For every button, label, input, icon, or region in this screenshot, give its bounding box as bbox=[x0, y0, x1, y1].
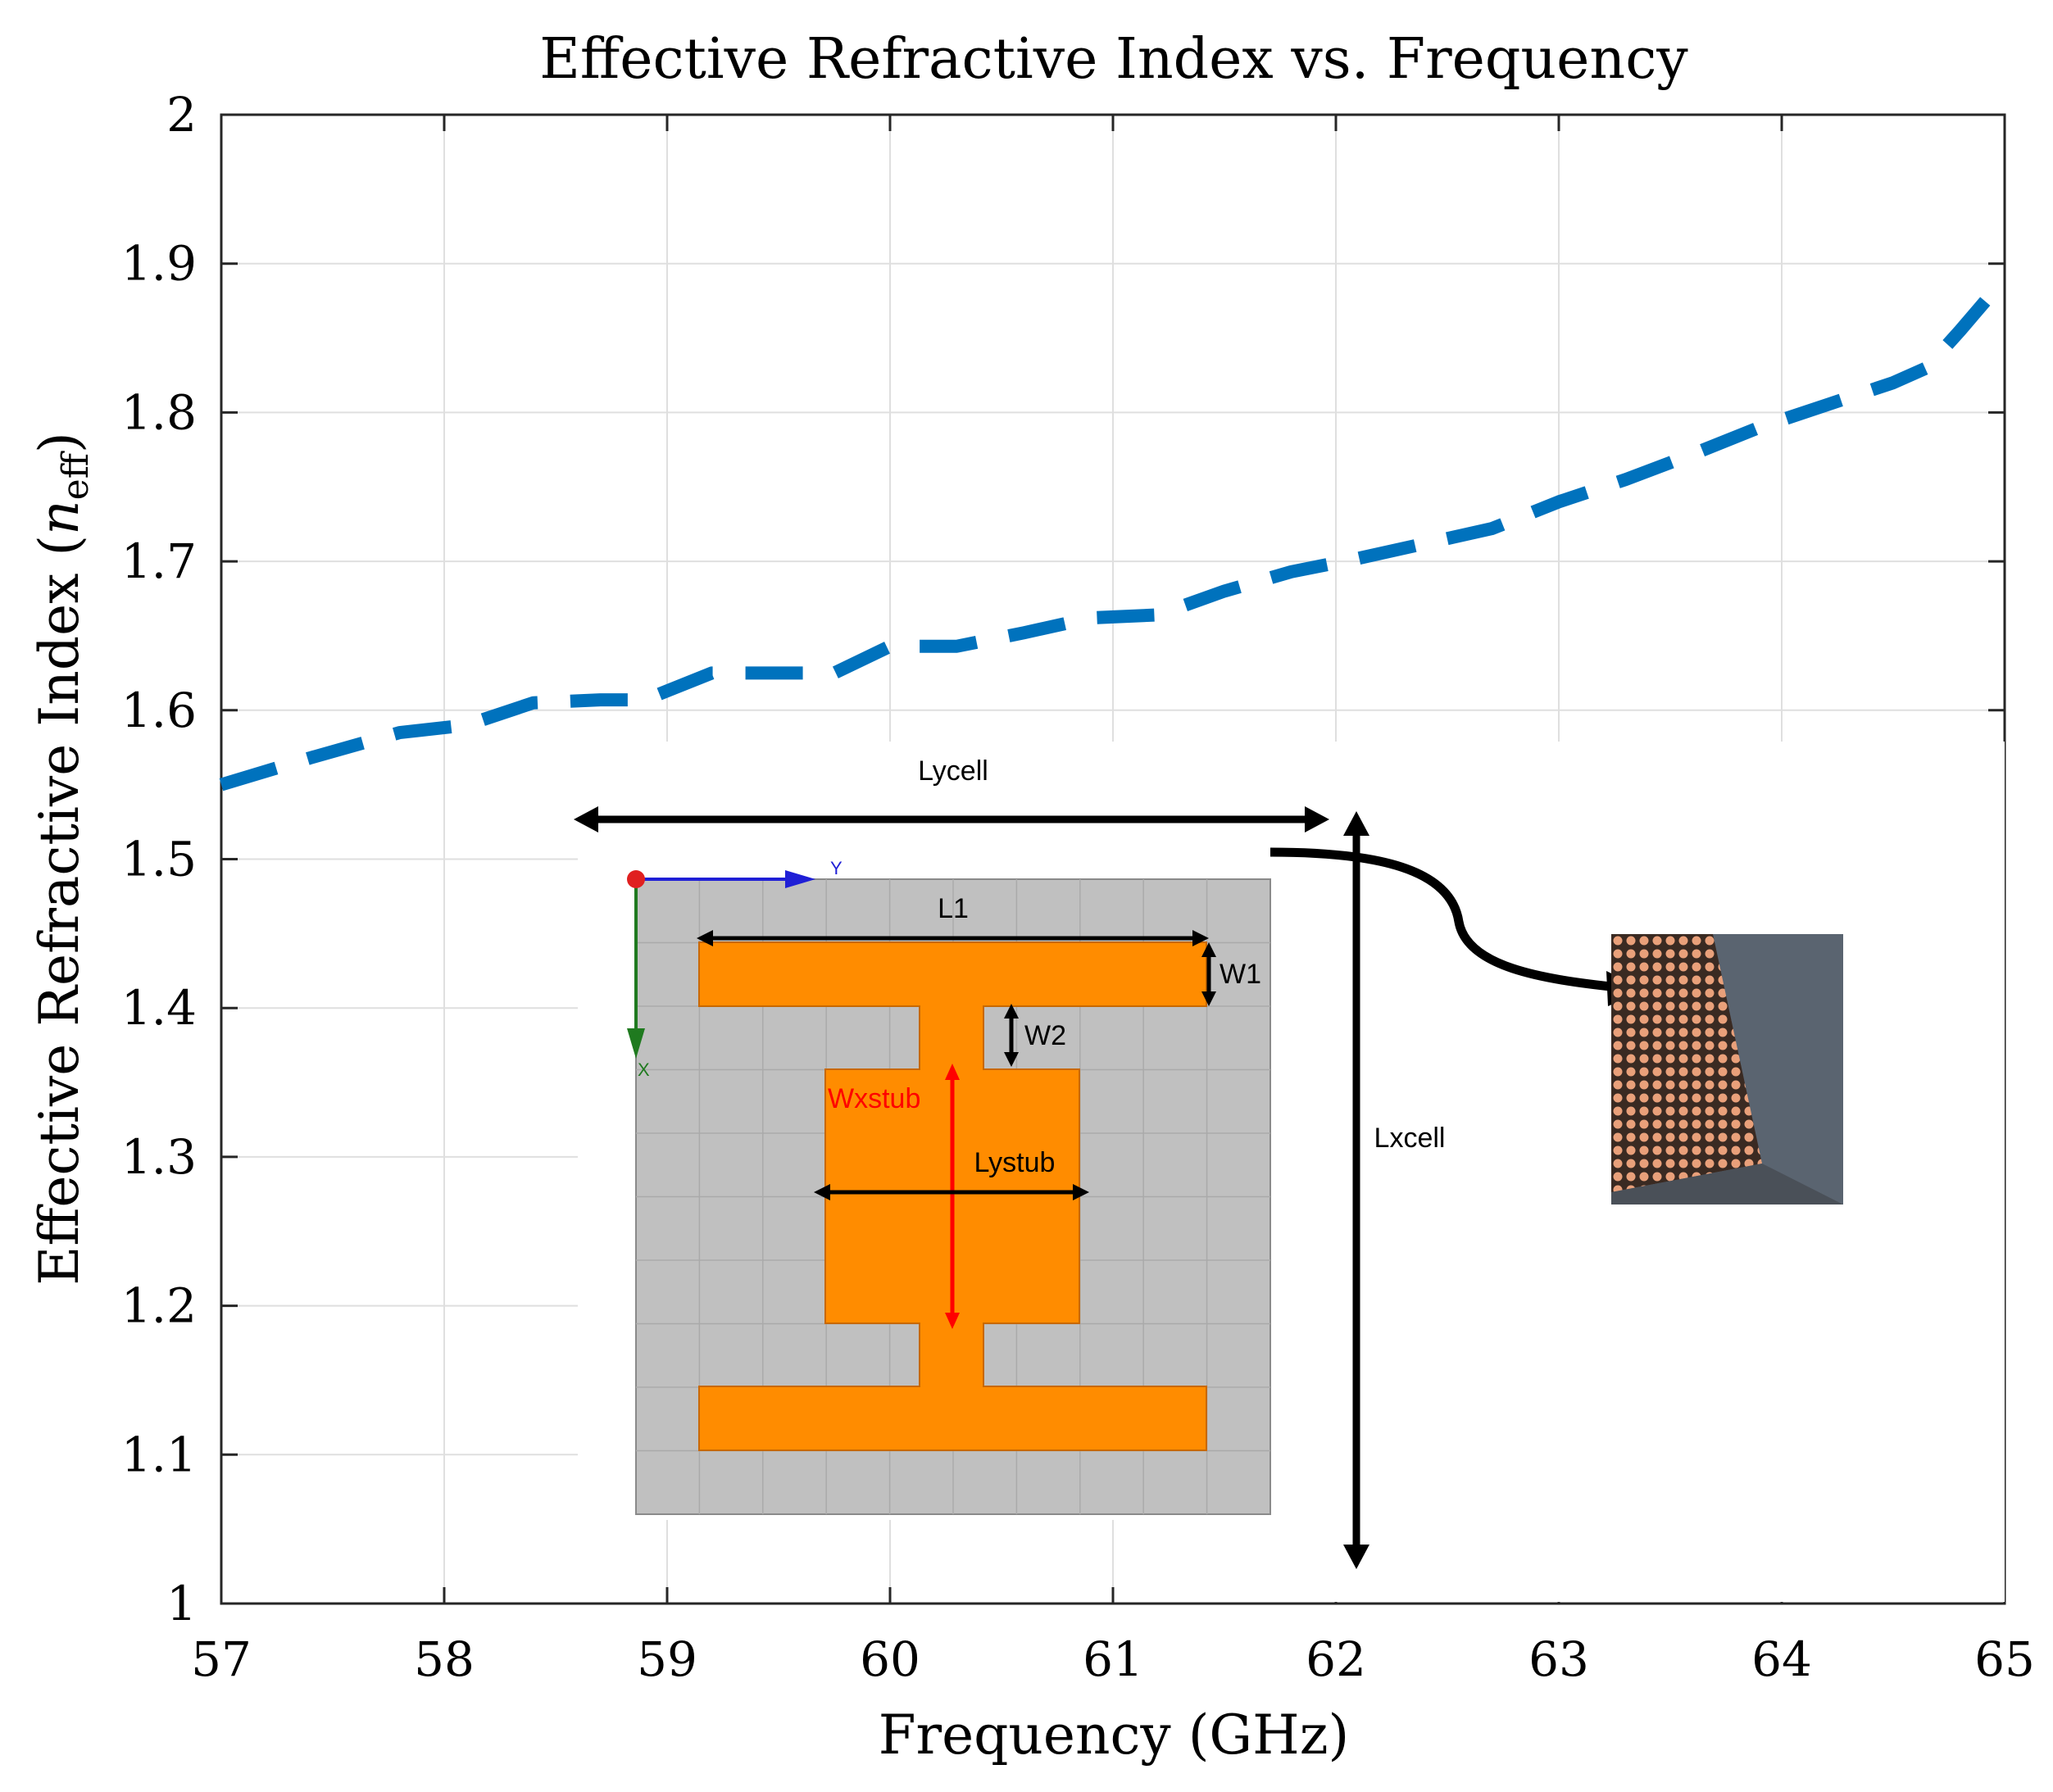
wxstub-arrowhead-top bbox=[945, 1064, 960, 1080]
l1-arrowhead-right bbox=[1192, 930, 1209, 946]
y-tick-label: 1.2 bbox=[121, 1278, 197, 1334]
x-tick-labels: 57 58 59 60 61 62 63 64 65 bbox=[191, 1631, 2035, 1687]
y-tick-label: 1.8 bbox=[121, 384, 197, 440]
data-series bbox=[219, 274, 2010, 792]
x-tick-label: 61 bbox=[1083, 1631, 1143, 1687]
y-tick-label: 1.1 bbox=[121, 1427, 197, 1482]
x-axis-label: Frequency (GHz) bbox=[879, 1704, 1350, 1767]
y-tick-label: 2 bbox=[166, 87, 197, 143]
y-tick-label: 1.5 bbox=[121, 832, 197, 887]
lxcell-arrowhead-top bbox=[1343, 811, 1369, 836]
y-axis-label-sub: eff bbox=[55, 451, 97, 500]
wxstub-label: Wxstub bbox=[828, 1083, 920, 1114]
y-tick-labels: 1 1.1 1.2 1.3 1.4 1.5 1.6 1.7 1.8 1.9 2 bbox=[121, 87, 197, 1631]
x-tick-label: 59 bbox=[637, 1631, 697, 1687]
unit-cell-inset: Lycell Lxcell L1 W1 W2 Wxstub Lystub bbox=[574, 742, 2005, 1602]
y-axis-label-main: Effective Refractive Index ( bbox=[28, 535, 91, 1286]
series-line-n_eff bbox=[219, 274, 2010, 792]
photo-array bbox=[1611, 934, 1762, 1192]
x-axis-arrowhead bbox=[627, 1028, 645, 1059]
w2-arrowhead-bottom bbox=[1004, 1052, 1019, 1067]
y-tick-label: 1 bbox=[166, 1576, 197, 1631]
x-tick-label: 57 bbox=[191, 1631, 252, 1687]
photo-shadow bbox=[1611, 1164, 1843, 1204]
x-tick-label: 64 bbox=[1751, 1631, 1812, 1687]
w1-label: W1 bbox=[1220, 959, 1261, 990]
x-tick-label: 62 bbox=[1306, 1631, 1366, 1687]
lycell-arrowhead-left bbox=[574, 806, 598, 832]
origin-dot bbox=[627, 870, 645, 888]
board-photo bbox=[1611, 934, 1843, 1204]
y-axis-label: Effective Refractive Index (neff) bbox=[28, 432, 97, 1285]
wxstub-arrowhead-bottom bbox=[945, 1313, 960, 1329]
lystub-label: Lystub bbox=[974, 1147, 1056, 1178]
w2-arrowhead-top bbox=[1004, 1004, 1019, 1018]
x-tick-label: 58 bbox=[414, 1631, 475, 1687]
x-tick-label: 63 bbox=[1528, 1631, 1589, 1687]
chart-title: Effective Refractive Index vs. Frequency bbox=[539, 27, 1688, 92]
y-tick-label: 1.4 bbox=[121, 980, 197, 1036]
lxcell-arrowhead-bottom bbox=[1343, 1545, 1369, 1569]
lystub-arrowhead-left bbox=[814, 1184, 830, 1200]
y-tick-label: 1.7 bbox=[121, 533, 197, 589]
x-axis-label-inset: X bbox=[638, 1059, 650, 1080]
w2-label: W2 bbox=[1024, 1020, 1066, 1051]
y-axis-label-close: ) bbox=[28, 432, 91, 453]
lystub-arrowhead-right bbox=[1073, 1184, 1089, 1200]
y-tick-label: 1.9 bbox=[121, 236, 197, 292]
y-tick-label: 1.6 bbox=[121, 683, 197, 738]
y-axis-label-inset: Y bbox=[830, 858, 843, 878]
x-tick-label: 60 bbox=[860, 1631, 920, 1687]
curved-arrow bbox=[1269, 847, 1619, 992]
x-tick-label: 65 bbox=[1974, 1631, 2035, 1687]
y-axis-label-var: n bbox=[28, 500, 91, 535]
lycell-arrowhead-right bbox=[1305, 806, 1329, 832]
lxcell-label: Lxcell bbox=[1374, 1123, 1446, 1154]
y-tick-label: 1.3 bbox=[121, 1129, 197, 1185]
lycell-label: Lycell bbox=[918, 755, 988, 787]
w1-arrowhead-top bbox=[1201, 942, 1216, 957]
l1-arrowhead-left bbox=[697, 930, 713, 946]
y-axis-arrowhead bbox=[785, 870, 815, 888]
l1-label: L1 bbox=[938, 893, 969, 924]
w1-arrowhead-bottom bbox=[1201, 991, 1216, 1006]
